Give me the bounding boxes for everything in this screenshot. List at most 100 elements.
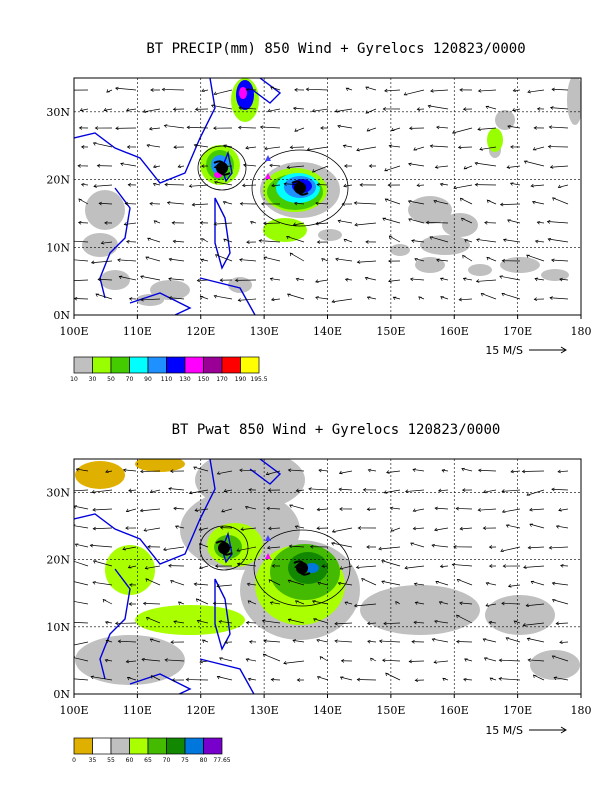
wind-arrow-head [198,527,203,531]
wind-arrow [175,525,185,529]
colorbar-label: 90 [144,376,152,383]
wind-arrow-head [532,200,536,205]
wind-arrow [74,581,89,586]
wind-arrow-head [239,468,243,473]
wind-arrow [170,580,185,586]
wind-arrow-head [295,277,300,282]
wind-arrow-head [78,126,83,130]
wind-arrow-head [78,198,82,202]
wind-arrow-head [245,620,250,625]
gyre-circle [199,525,249,571]
wind-arrow [173,621,185,624]
wind-arrow-head [219,657,223,661]
wind-arrow-head [339,676,344,680]
wind-arrow [511,470,521,473]
wind-arrow [390,507,401,510]
wind-arrow [428,105,449,110]
lat-tick-label: 20N [46,554,70,567]
wind-arrow-head [258,239,263,243]
wind-arrow-head [434,165,439,169]
wind-arrow [411,240,425,243]
wind-arrow-head [384,198,389,202]
wind-arrow [478,508,497,511]
wind-arrow-head [532,674,537,679]
wind-arrow-head [294,88,298,92]
wind-arrow [214,295,233,300]
wind-arrow-head [263,221,267,226]
wind-arrow-head [265,471,270,476]
wind-arrow-head [523,565,527,569]
wind-arrow [456,508,473,510]
wind-arrow [533,146,545,151]
wind-arrow-head [416,107,421,111]
wind-arrow-head [366,296,371,300]
wind-arrow-head [386,470,390,474]
wind-arrow-head [533,126,537,130]
colorbar-label: 55 [107,757,115,764]
wind-arrow-head [463,165,468,170]
wind-arrow [221,508,233,513]
wind-arrow [315,296,329,300]
wind-arrow [356,565,377,568]
wind-arrow-head [334,639,338,643]
wind-arrow-head [163,547,167,551]
wind-arrow [242,184,257,186]
wind-arrow-head [287,468,292,473]
wind-arrow-head [382,217,386,222]
wind-arrow [187,126,209,129]
wind-arrow-head [389,506,394,511]
wind-arrow-head [425,220,430,225]
wind-arrow-head [357,526,362,530]
wind-arrow [293,222,305,226]
colorbar-swatch [147,356,167,374]
wind-arrow [527,638,545,643]
wind-arrow [189,489,209,494]
wind-arrow-head [97,277,101,282]
wind-arrow-head [219,525,224,530]
wind-arrow-head [439,182,444,187]
wind-arrow [124,222,137,225]
wind-arrow-head [145,578,149,582]
colorbar-swatch [110,737,130,755]
wind-arrow-head [486,199,491,204]
wind-arrow-head [388,235,393,240]
wind-arrow-head [149,201,153,206]
wind-arrow-head [484,220,488,225]
wind-arrow [153,183,161,186]
wind-arrow-head [331,299,336,304]
wind-arrow-head [168,563,172,568]
wind-arrow-head [199,221,204,225]
wind-arrow-head [408,659,413,664]
wind-arrow [368,469,377,472]
wind-arrow-head [486,256,490,261]
wind-arrow-head [483,489,487,494]
wind-arrow-head [177,601,182,605]
wind-arrow [435,580,449,586]
wind-arrow-head [378,639,383,644]
wind-arrow-head [439,564,444,569]
wind-arrow-head [429,236,434,240]
lon-tick-label: 100E [59,704,88,717]
wind-arrow [122,546,137,550]
wind-arrow-head [237,125,242,130]
wind-arrow-head [527,545,532,550]
lon-tick-label: 140E [313,325,342,338]
wind-arrow [295,600,305,605]
wind-arrow-head [286,236,290,240]
wind-arrow [266,470,281,475]
wind-arrow-head [436,125,440,130]
wind-arrow-head [356,677,361,682]
wind-arrow-head [488,545,493,549]
wind-arrow [413,621,425,624]
wind-arrow [74,505,89,510]
colorbar-swatch [203,356,223,374]
wind-arrow-head [510,145,514,149]
wind-arrow-head [264,146,268,151]
wind-arrow [239,107,257,110]
wind-arrow [452,127,473,134]
wind-arrow [76,468,89,472]
colorbar-swatch [166,356,186,374]
wind-arrow-head [144,566,149,570]
wind-arrow-head [268,579,273,583]
wind-arrow-head [488,620,493,625]
